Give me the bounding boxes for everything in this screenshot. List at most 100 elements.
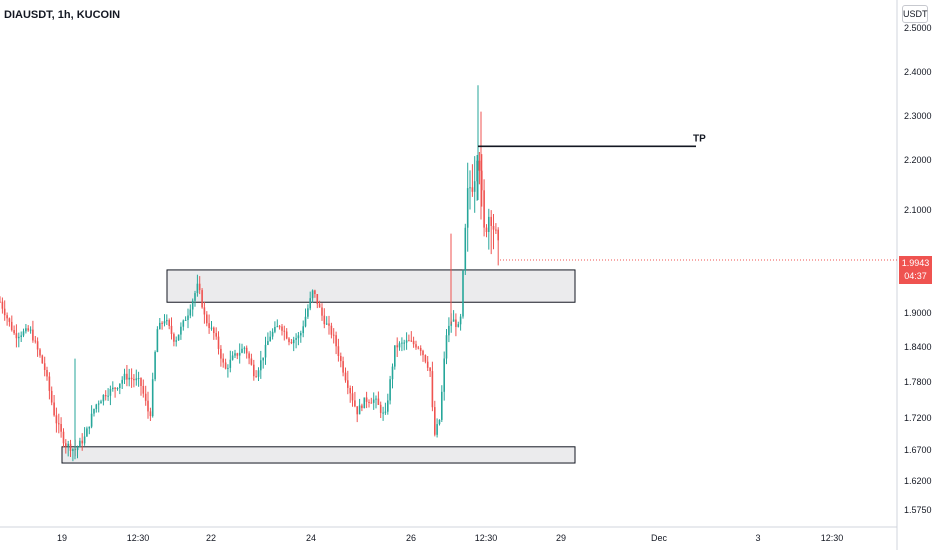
candle-body xyxy=(429,367,431,372)
candle-body xyxy=(229,359,232,368)
candle-body xyxy=(154,352,156,380)
candle-body xyxy=(455,319,457,327)
candle-body xyxy=(177,334,180,341)
candle-body xyxy=(187,315,189,320)
candle-body xyxy=(29,329,32,331)
candle-body xyxy=(370,402,373,404)
price-axis-label: 1.8400 xyxy=(904,342,932,352)
candle-body xyxy=(97,403,100,405)
candle-body xyxy=(173,334,175,342)
candle-body xyxy=(302,326,304,334)
candle-body xyxy=(241,348,243,353)
candle-body xyxy=(464,227,467,271)
price-axis-label: 2.2000 xyxy=(904,155,932,165)
candle-body xyxy=(434,407,436,435)
candle-body xyxy=(58,423,60,425)
candle-body xyxy=(27,328,29,331)
candle-body xyxy=(466,188,469,228)
candle-body xyxy=(481,170,483,191)
candle-body xyxy=(379,404,382,413)
candle-body xyxy=(292,339,295,344)
candle-body xyxy=(342,361,344,373)
candle-body xyxy=(13,330,15,334)
candle-body xyxy=(156,329,159,352)
candle-body xyxy=(95,404,98,410)
candle-body xyxy=(60,424,62,432)
candle-body xyxy=(109,389,112,396)
candle-body xyxy=(457,324,460,327)
candle-body xyxy=(311,290,314,299)
candle-body xyxy=(0,301,1,303)
price-axis-label: 1.9000 xyxy=(904,308,932,318)
candle-body xyxy=(90,413,93,427)
candle-body xyxy=(79,440,81,447)
candle-body xyxy=(43,363,46,370)
candle-body xyxy=(36,341,39,350)
candle-body xyxy=(485,227,488,232)
candle-body xyxy=(276,326,279,328)
candle-body xyxy=(46,370,48,377)
candle-body xyxy=(126,373,128,380)
candle-body xyxy=(196,283,199,293)
candle-body xyxy=(166,320,168,322)
candle-body xyxy=(405,340,408,343)
candle-body xyxy=(283,330,286,332)
last-price: 1.9943 xyxy=(901,258,930,268)
candle-body xyxy=(462,270,464,317)
candle-body xyxy=(189,309,192,316)
candle-body xyxy=(417,347,420,349)
candle-body xyxy=(459,316,462,325)
candle-body xyxy=(170,325,173,334)
candle-body xyxy=(227,367,229,369)
candle-body xyxy=(81,440,83,444)
candle-body xyxy=(389,379,391,401)
candle-body xyxy=(191,300,194,310)
candle-body xyxy=(452,319,455,322)
candle-body xyxy=(436,424,438,435)
candle-body xyxy=(412,340,415,345)
candle-body xyxy=(349,388,351,394)
candle-body xyxy=(307,308,309,317)
candle-body xyxy=(248,353,250,359)
candle-body xyxy=(471,187,474,192)
candle-body xyxy=(130,377,133,379)
candle-body xyxy=(274,327,276,332)
candle-body xyxy=(257,370,260,377)
candle-body xyxy=(83,436,86,444)
candle-body xyxy=(128,377,130,380)
currency-button[interactable]: USDT xyxy=(902,5,928,23)
candle-body xyxy=(142,386,145,394)
last-price-badge: 1.9943 04:37 xyxy=(899,256,932,284)
candle-body xyxy=(419,348,422,351)
candle-body xyxy=(328,323,330,326)
candle-body xyxy=(243,347,246,349)
time-axis-label: 3 xyxy=(755,533,760,543)
candle-body xyxy=(297,335,300,339)
candle-body xyxy=(483,190,485,228)
candle-body xyxy=(354,400,356,407)
candle-body xyxy=(217,336,220,349)
candle-body xyxy=(34,340,37,342)
candle-body xyxy=(314,290,316,294)
candle-body xyxy=(321,307,323,316)
time-axis-label: Dec xyxy=(651,533,668,543)
candle-body xyxy=(168,320,170,326)
price-axis-label: 1.6200 xyxy=(904,476,932,486)
candle-body xyxy=(65,443,67,447)
candle-body xyxy=(107,395,109,397)
candle-body xyxy=(175,340,177,342)
candle-body xyxy=(224,362,227,369)
candle-body xyxy=(15,333,18,339)
candle-body xyxy=(358,405,361,415)
candle-body xyxy=(25,328,27,332)
candle-body xyxy=(332,334,335,336)
candle-body xyxy=(100,401,102,404)
candle-body xyxy=(377,398,380,405)
candle-body xyxy=(408,340,410,342)
candle-body xyxy=(184,320,187,321)
candle-body xyxy=(330,325,333,335)
candle-body xyxy=(93,409,95,414)
candle-body xyxy=(424,355,427,362)
